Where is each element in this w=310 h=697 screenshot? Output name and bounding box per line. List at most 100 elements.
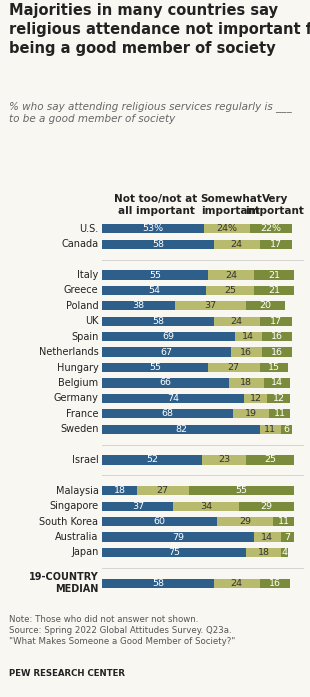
Text: Note: Those who did not answer not shown.
Source: Spring 2022 Global Attitudes S: Note: Those who did not answer not shown… [9, 615, 236, 646]
Text: U.S.: U.S. [79, 224, 99, 233]
Bar [102, 301, 175, 310]
Bar [102, 455, 202, 465]
Text: 69: 69 [162, 332, 175, 342]
Bar [102, 348, 231, 357]
Text: 74: 74 [167, 394, 179, 403]
Text: 25: 25 [264, 455, 276, 464]
Text: 21: 21 [268, 270, 280, 279]
Text: 82: 82 [175, 424, 187, 434]
Bar [229, 378, 264, 388]
Bar [102, 316, 214, 326]
Bar [102, 487, 137, 496]
Text: 24: 24 [231, 240, 243, 249]
Text: 17: 17 [270, 240, 282, 249]
Bar [262, 332, 292, 342]
Bar [246, 455, 294, 465]
Bar [208, 270, 254, 279]
Text: 14: 14 [261, 533, 273, 542]
Bar [239, 502, 294, 511]
Text: Sweden: Sweden [60, 424, 99, 434]
Text: 14: 14 [242, 332, 254, 342]
Text: Japan: Japan [71, 547, 99, 558]
Text: Canada: Canada [61, 239, 99, 250]
Bar [102, 517, 217, 526]
Text: Somewhat
important: Somewhat important [200, 194, 262, 216]
Text: 22%: 22% [261, 224, 282, 233]
Text: Israel: Israel [72, 455, 99, 465]
Text: 12: 12 [250, 394, 262, 403]
Bar [246, 548, 281, 557]
Text: 27: 27 [228, 363, 240, 372]
Text: 16: 16 [269, 579, 281, 588]
Text: Greece: Greece [64, 286, 99, 296]
Bar [189, 487, 294, 496]
Text: 29: 29 [239, 517, 251, 526]
Text: 55: 55 [235, 487, 247, 496]
Text: 25: 25 [224, 286, 236, 295]
Text: 55: 55 [149, 363, 161, 372]
Bar [244, 394, 267, 403]
Text: 58: 58 [152, 579, 164, 588]
Bar [235, 332, 262, 342]
Text: Poland: Poland [66, 301, 99, 311]
Text: 23: 23 [218, 455, 230, 464]
Bar [262, 348, 292, 357]
Bar [217, 517, 273, 526]
Bar [208, 363, 260, 372]
Text: 16: 16 [271, 332, 283, 342]
Text: Spain: Spain [71, 332, 99, 342]
Text: 60: 60 [154, 517, 166, 526]
Text: 18: 18 [240, 378, 252, 388]
Text: 24: 24 [225, 270, 237, 279]
Text: 19-COUNTRY
MEDIAN: 19-COUNTRY MEDIAN [29, 572, 99, 594]
Text: 75: 75 [168, 548, 180, 557]
Text: Belgium: Belgium [58, 378, 99, 388]
Bar [246, 301, 285, 310]
Text: Italy: Italy [77, 270, 99, 280]
Bar [260, 579, 290, 588]
Text: 24: 24 [231, 316, 243, 325]
Bar [264, 378, 290, 388]
Text: 7: 7 [285, 533, 290, 542]
Text: Netherlands: Netherlands [39, 347, 99, 357]
Text: 11: 11 [278, 517, 290, 526]
Bar [102, 424, 260, 434]
Bar [231, 348, 262, 357]
Bar [102, 363, 208, 372]
Text: 37: 37 [132, 502, 144, 511]
Bar [281, 424, 292, 434]
Text: South Korea: South Korea [39, 516, 99, 527]
Text: 37: 37 [205, 301, 217, 310]
Bar [102, 533, 254, 542]
Text: 14: 14 [271, 378, 283, 388]
Bar [102, 579, 214, 588]
Text: 6: 6 [284, 424, 290, 434]
Text: 18: 18 [258, 548, 269, 557]
Text: PEW RESEARCH CENTER: PEW RESEARCH CENTER [9, 669, 125, 678]
Text: 11: 11 [274, 409, 286, 418]
Bar [102, 394, 244, 403]
Text: 24%: 24% [217, 224, 237, 233]
Text: 79: 79 [172, 533, 184, 542]
Bar [206, 286, 254, 295]
Bar [260, 363, 288, 372]
Bar [269, 409, 290, 418]
Bar [102, 240, 214, 249]
Text: 38: 38 [133, 301, 145, 310]
Bar [102, 224, 204, 233]
Bar [254, 270, 294, 279]
Text: Malaysia: Malaysia [55, 486, 99, 496]
Text: 55: 55 [149, 270, 161, 279]
Text: 24: 24 [231, 579, 243, 588]
Text: 16: 16 [240, 348, 252, 357]
Text: Hungary: Hungary [57, 362, 99, 372]
Text: Very
important: Very important [246, 194, 304, 216]
Text: 19: 19 [245, 409, 257, 418]
Bar [233, 409, 269, 418]
Text: 12: 12 [273, 394, 285, 403]
Bar [204, 224, 250, 233]
Bar [281, 548, 288, 557]
Bar [214, 316, 260, 326]
Bar [267, 394, 290, 403]
Text: 21: 21 [268, 286, 280, 295]
